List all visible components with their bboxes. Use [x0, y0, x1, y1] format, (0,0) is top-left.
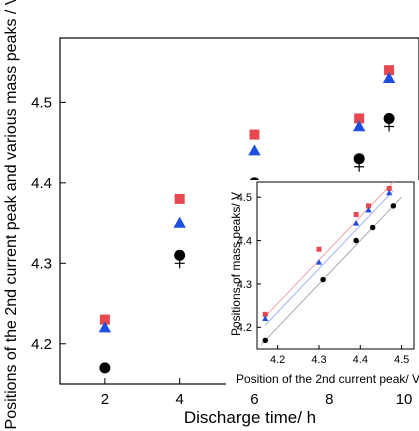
inset-square-point — [386, 186, 392, 192]
main-chart: 2 4 6 8 10 4.2 4.3 4.4 4.5 Discharge time/ h Pos… — [3, 0, 419, 429]
inset-fit-line — [264, 181, 394, 317]
inset-circle-point — [353, 237, 359, 244]
inset-square-point — [316, 246, 322, 252]
main-triangle-point — [98, 321, 112, 333]
main-circle-point — [383, 112, 395, 124]
main-triangle-point — [382, 71, 396, 83]
inset-square-point — [353, 212, 359, 218]
main-y-tick-label: 4.2 — [31, 336, 52, 353]
inset-x-tick-label: 4.3 — [311, 354, 326, 366]
inset-fit-line — [260, 196, 402, 346]
main-plus-point — [384, 121, 395, 132]
inset-background — [226, 180, 419, 386]
inset-fit-lines — [260, 181, 402, 346]
main-x-tick-label: 4 — [175, 391, 183, 408]
main-x-axis-label: Discharge time/ h — [184, 408, 316, 427]
main-x-tick-label: 2 — [101, 391, 109, 408]
main-square-point — [384, 65, 395, 76]
inset-x-tick-label: 4.4 — [353, 354, 368, 366]
main-square-point — [249, 129, 260, 140]
inset-x-tick-label: 4.5 — [394, 354, 409, 366]
main-plus-point — [354, 161, 365, 172]
main-y-tick-label: 4.4 — [31, 175, 52, 192]
inset-triangle-point — [386, 189, 393, 196]
main-y-axis-label: Positions of the 2nd current peak and va… — [3, 0, 20, 429]
inset-chart: 4.2 4.3 4.4 4.5 4.2 4.3 4.4 4.5 Position of the… — [226, 180, 419, 386]
main-axis-ticks: 2 4 6 8 10 4.2 4.3 4.4 4.5 — [31, 95, 412, 408]
inset-circle-point — [369, 224, 376, 231]
inset-circle-point — [390, 203, 397, 209]
inset-y-tick-label: 4.2 — [237, 322, 252, 334]
inset-y-tick-label: 4.3 — [237, 279, 252, 291]
inset-square-point — [262, 311, 268, 317]
main-triangle-point — [352, 120, 366, 132]
main-square-point — [174, 193, 185, 204]
inset-data-marks — [262, 186, 397, 344]
main-x-tick-label: 8 — [325, 391, 333, 408]
main-circle-point — [353, 153, 365, 165]
main-y-tick-label: 4.5 — [31, 95, 52, 112]
inset-triangle-point — [315, 259, 323, 265]
inset-circle-point — [262, 337, 269, 344]
main-plus-point — [174, 258, 185, 269]
inset-plot-frame — [256, 181, 415, 350]
inset-triangle-point — [365, 207, 372, 213]
inset-triangle-point — [262, 315, 269, 321]
inset-x-axis-label: Position of the 2nd current peak/ V — [236, 372, 419, 386]
main-y-tick-label: 4.3 — [31, 256, 52, 273]
main-x-tick-label: 6 — [250, 391, 258, 408]
inset-square-point — [366, 203, 372, 209]
main-triangle-point — [248, 144, 261, 156]
main-square-point — [99, 314, 110, 325]
main-circle-point — [99, 362, 111, 374]
inset-x-tick-label: 4.2 — [270, 354, 285, 366]
inset-y-tick-label: 4.5 — [237, 192, 252, 204]
inset-y-tick-label: 4.4 — [237, 235, 252, 247]
inset-triangle-point — [353, 220, 360, 226]
main-x-tick-label: 10 — [396, 391, 413, 408]
main-square-point — [354, 113, 365, 124]
inset-y-axis-label: Positions of mass peaks/ V — [229, 192, 243, 336]
inset-axis-ticks: 4.2 4.3 4.4 4.5 4.2 4.3 4.4 4.5 — [237, 192, 410, 366]
inset-circle-point — [320, 276, 326, 283]
main-triangle-point — [173, 216, 186, 228]
inset-fit-line — [264, 190, 394, 326]
main-circle-point — [174, 249, 186, 261]
